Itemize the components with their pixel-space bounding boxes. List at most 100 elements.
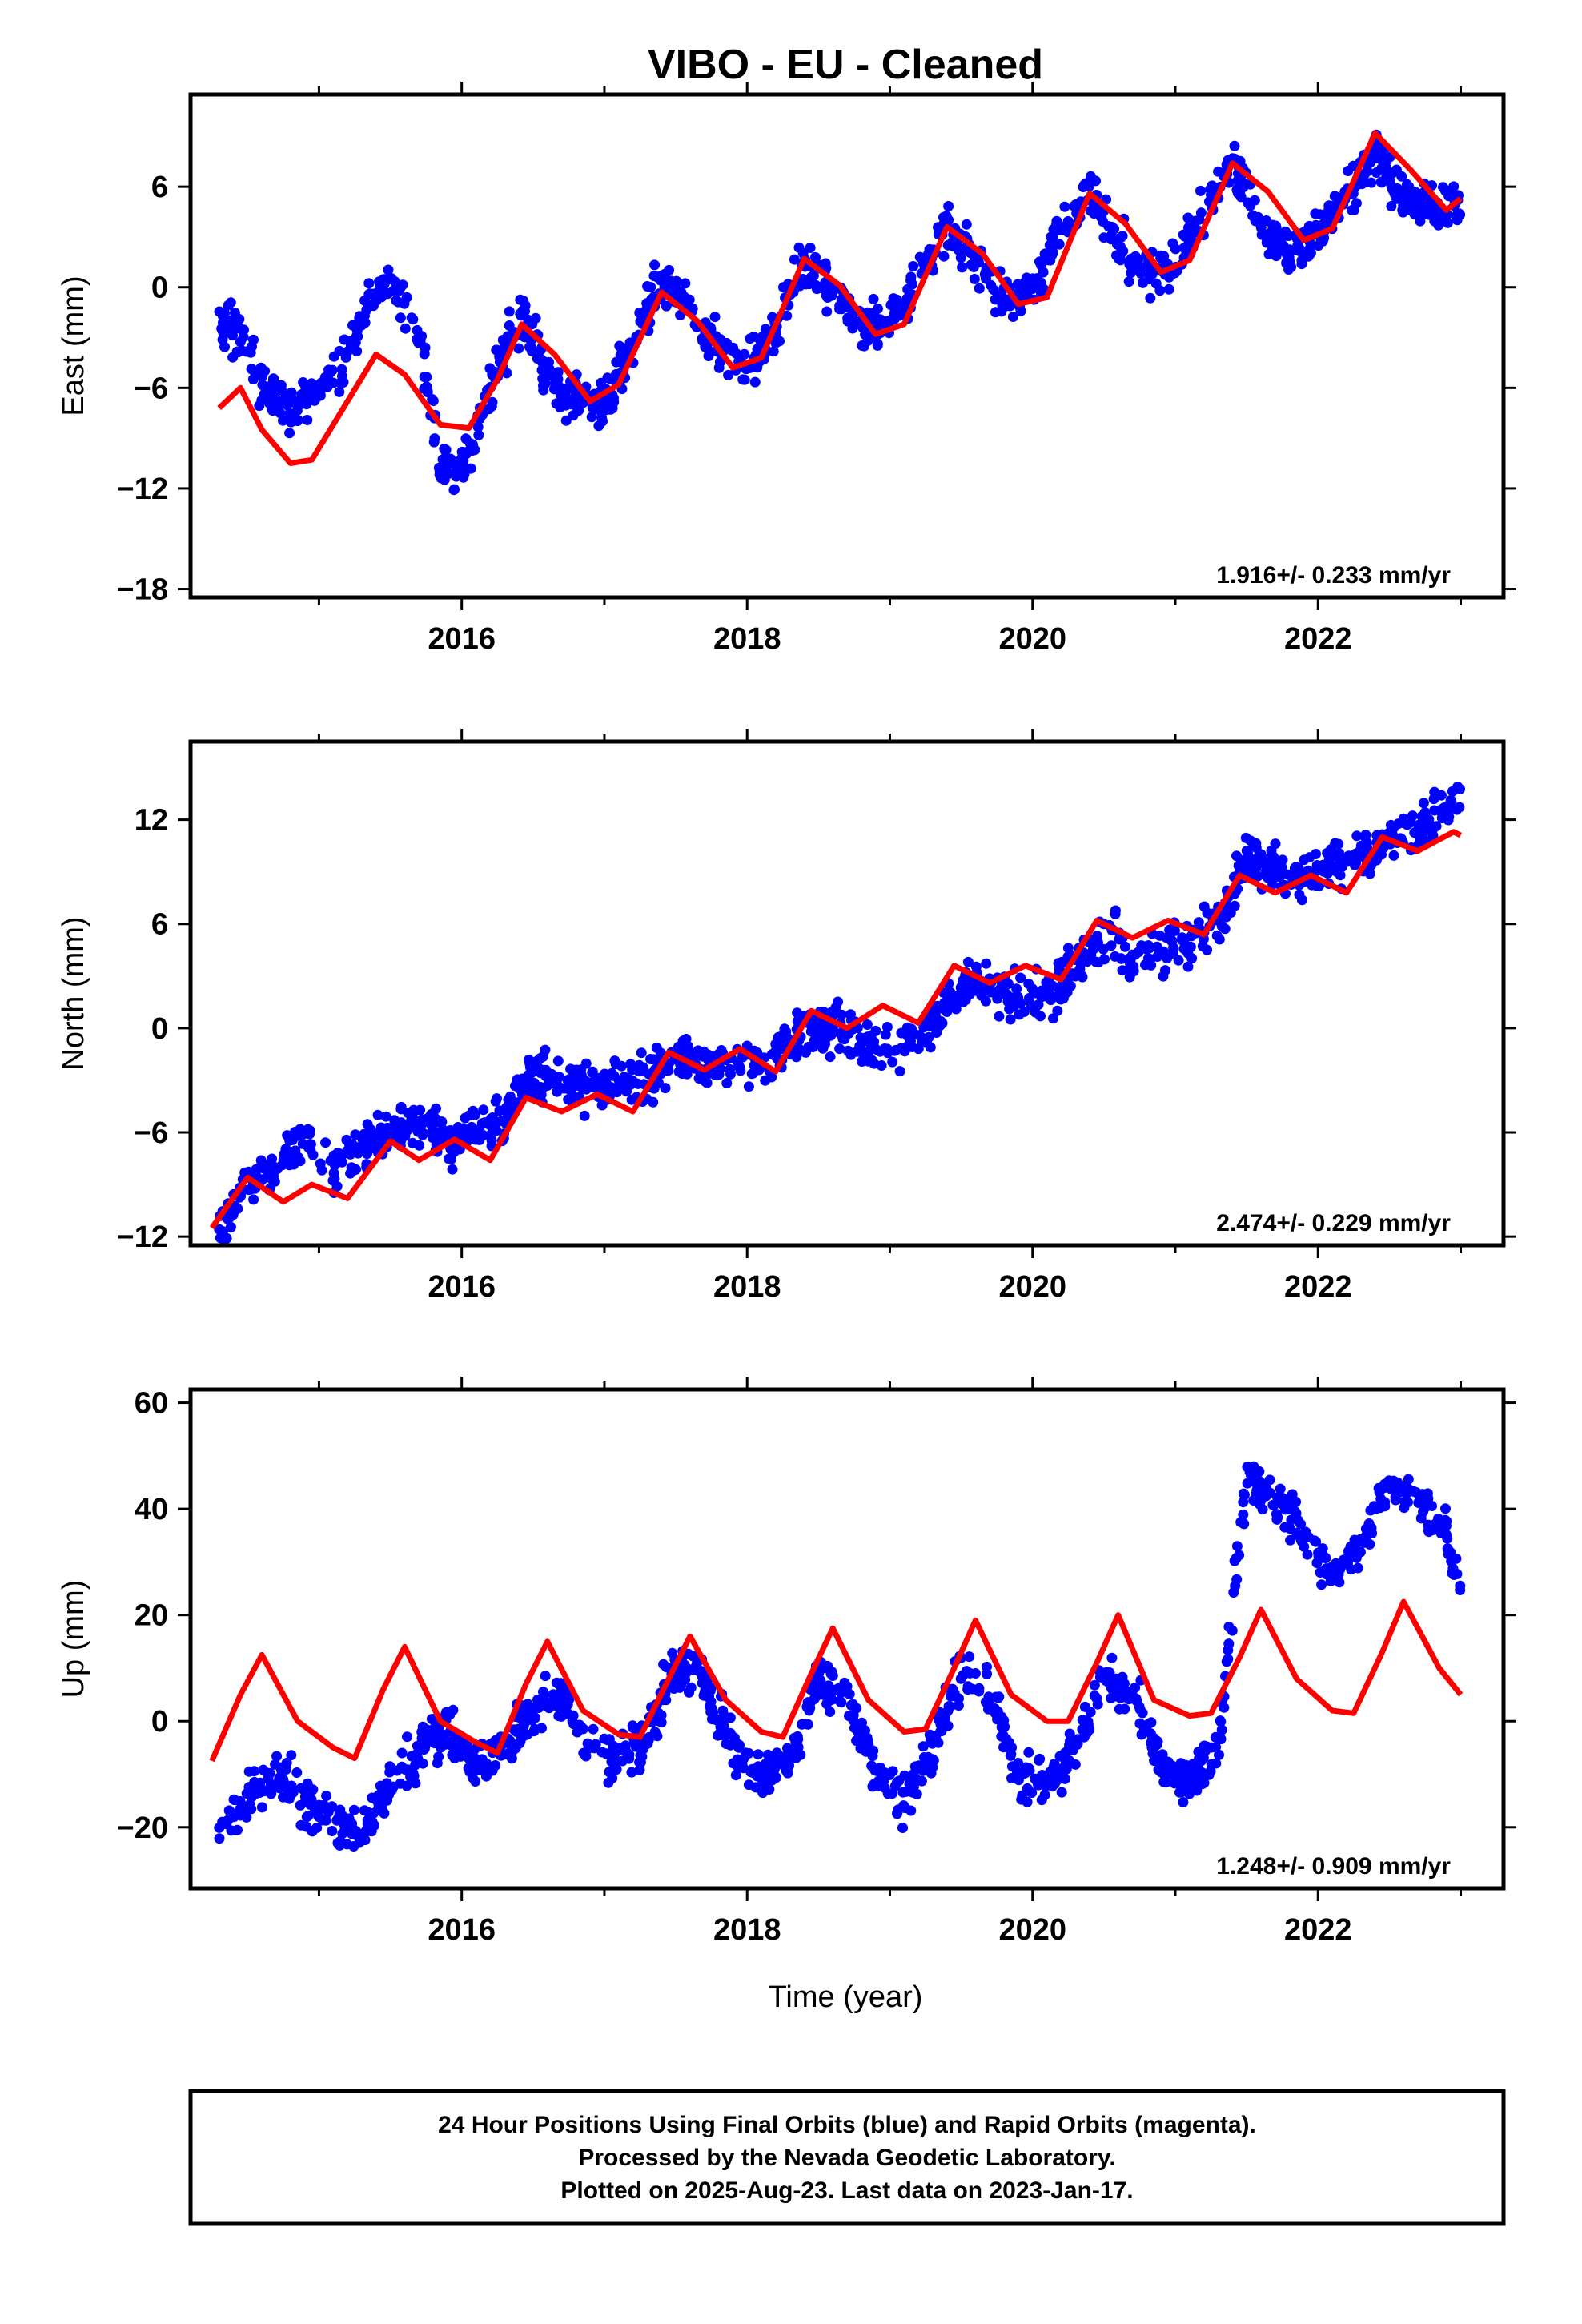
data-point bbox=[817, 1027, 828, 1038]
data-point bbox=[243, 1788, 254, 1799]
data-point bbox=[1364, 1538, 1375, 1550]
data-point bbox=[1255, 858, 1266, 869]
data-point bbox=[651, 1042, 662, 1053]
data-point bbox=[627, 1064, 638, 1076]
x-tick-label: 2016 bbox=[428, 1270, 496, 1304]
data-point bbox=[271, 1779, 282, 1791]
data-point bbox=[1343, 850, 1355, 862]
data-point bbox=[593, 420, 604, 432]
data-point bbox=[1126, 267, 1137, 279]
data-point bbox=[328, 351, 339, 362]
data-point bbox=[323, 364, 335, 376]
data-point bbox=[372, 1805, 383, 1816]
data-point bbox=[579, 1110, 590, 1121]
data-point bbox=[905, 1783, 916, 1794]
data-point bbox=[1206, 1759, 1217, 1770]
data-point bbox=[622, 1079, 633, 1090]
data-point bbox=[540, 1064, 552, 1076]
data-point bbox=[1049, 1779, 1060, 1790]
model-curve bbox=[209, 1598, 1464, 1763]
data-point bbox=[665, 275, 677, 287]
data-point bbox=[1391, 164, 1402, 175]
data-point bbox=[316, 1164, 327, 1176]
data-point bbox=[845, 311, 857, 322]
data-point bbox=[284, 428, 295, 439]
data-point bbox=[611, 1764, 622, 1775]
data-point bbox=[861, 1746, 872, 1757]
data-point bbox=[267, 1175, 279, 1186]
data-point bbox=[862, 307, 873, 318]
data-point bbox=[1049, 1759, 1060, 1769]
data-point bbox=[792, 1007, 803, 1019]
data-point bbox=[697, 336, 709, 346]
data-point bbox=[328, 1150, 339, 1161]
data-point bbox=[926, 1767, 937, 1779]
data-point bbox=[661, 1065, 673, 1076]
data-point bbox=[868, 293, 879, 304]
data-point bbox=[805, 1697, 816, 1708]
data-point bbox=[873, 1045, 884, 1056]
data-point bbox=[529, 1723, 540, 1735]
data-point bbox=[1166, 935, 1178, 947]
data-point bbox=[1034, 1753, 1046, 1764]
plot-frame bbox=[188, 739, 1506, 1248]
data-point bbox=[1296, 259, 1307, 270]
data-point bbox=[235, 336, 246, 348]
data-point bbox=[295, 1819, 307, 1831]
data-point bbox=[445, 1125, 456, 1136]
data-point bbox=[1429, 786, 1440, 798]
data-point bbox=[472, 421, 484, 432]
data-point bbox=[1452, 782, 1464, 792]
data-point bbox=[1106, 230, 1117, 241]
data-point bbox=[1444, 803, 1456, 814]
data-point bbox=[913, 1760, 925, 1771]
data-point bbox=[1154, 285, 1166, 296]
y-tick-label: −6 bbox=[134, 372, 168, 405]
data-point bbox=[703, 344, 714, 356]
data-point bbox=[1022, 1796, 1033, 1807]
data-point bbox=[1270, 854, 1281, 865]
data-point bbox=[636, 1047, 647, 1059]
data-point bbox=[1195, 1770, 1206, 1781]
data-point bbox=[562, 1075, 573, 1086]
data-point bbox=[501, 1105, 512, 1116]
data-point bbox=[305, 1139, 316, 1150]
data-point bbox=[473, 429, 484, 440]
model-curve bbox=[209, 829, 1463, 1230]
data-point bbox=[287, 393, 297, 404]
data-point bbox=[1299, 854, 1310, 866]
data-point bbox=[1431, 1524, 1443, 1535]
data-point bbox=[447, 1750, 458, 1760]
data-point bbox=[855, 1032, 866, 1043]
data-point bbox=[572, 1727, 583, 1738]
data-point bbox=[520, 305, 530, 316]
data-point bbox=[827, 1671, 838, 1681]
data-point bbox=[614, 356, 625, 368]
data-point bbox=[767, 1751, 778, 1763]
plot-frame bbox=[188, 92, 1506, 600]
data-point bbox=[271, 1751, 283, 1762]
data-point bbox=[568, 1064, 579, 1076]
data-point bbox=[615, 1744, 626, 1755]
data-point bbox=[1062, 215, 1074, 227]
data-point bbox=[1099, 954, 1110, 965]
data-point bbox=[664, 264, 675, 275]
data-point bbox=[955, 1673, 966, 1684]
data-point bbox=[821, 306, 833, 317]
data-point bbox=[1111, 250, 1122, 261]
data-point bbox=[228, 1794, 239, 1805]
data-point bbox=[1216, 1724, 1227, 1735]
data-point bbox=[327, 1801, 338, 1812]
data-point bbox=[350, 1129, 361, 1140]
data-point bbox=[1275, 1483, 1286, 1494]
data-point bbox=[994, 1691, 1005, 1703]
data-point bbox=[392, 296, 404, 308]
data-point bbox=[257, 371, 268, 382]
data-point bbox=[607, 1773, 618, 1783]
data-point bbox=[859, 340, 869, 352]
data-point bbox=[1015, 972, 1026, 983]
data-point bbox=[243, 1766, 255, 1777]
data-point bbox=[1354, 850, 1365, 861]
data-point bbox=[673, 292, 685, 304]
data-point bbox=[352, 331, 363, 342]
